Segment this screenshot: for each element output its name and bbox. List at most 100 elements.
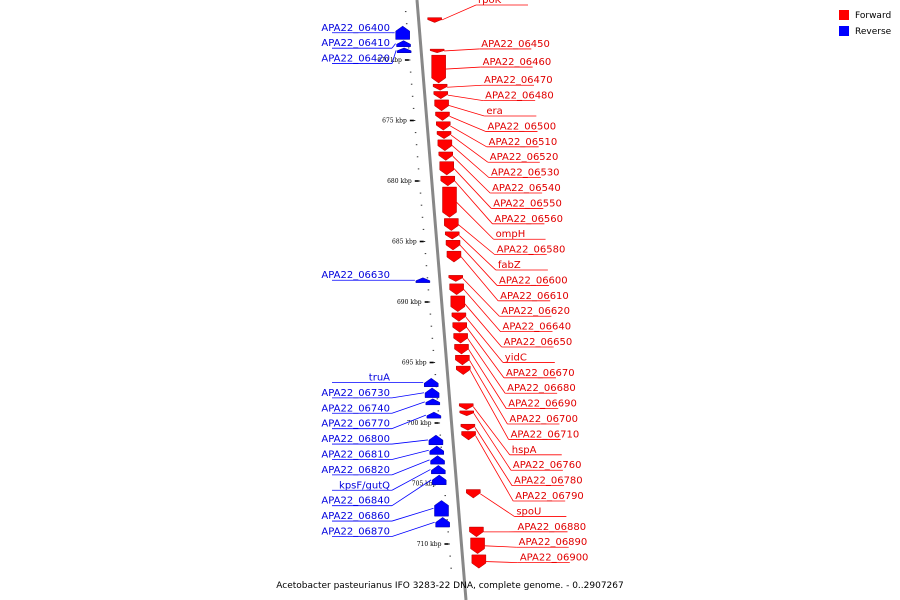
reverse-gene-label[interactable]: APA22_06860 [321, 511, 390, 522]
reverse-gene[interactable] [424, 387, 440, 398]
reverse-gene[interactable] [395, 25, 410, 40]
reverse-gene[interactable] [431, 474, 447, 485]
reverse-gene-label[interactable]: APA22_06420 [321, 54, 390, 65]
forward-gene-label[interactable]: APA22_06680 [507, 383, 576, 394]
reverse-gene[interactable] [430, 455, 445, 465]
forward-gene[interactable] [442, 186, 457, 218]
reverse-gene-label[interactable]: kpsF/gutQ [339, 480, 390, 491]
forward-gene-label[interactable]: ompH [496, 229, 526, 240]
forward-gene[interactable] [440, 175, 456, 187]
forward-gene[interactable] [451, 312, 467, 322]
forward-gene-label[interactable]: APA22_06530 [491, 168, 560, 179]
forward-gene[interactable] [469, 526, 484, 538]
forward-gene[interactable] [433, 91, 449, 100]
forward-gene-label[interactable]: APA22_06690 [508, 399, 577, 410]
forward-gene[interactable] [459, 410, 475, 417]
reverse-gene-label[interactable]: APA22_06800 [321, 434, 390, 445]
forward-gene[interactable] [452, 322, 467, 333]
forward-gene[interactable] [437, 139, 453, 152]
forward-gene-label[interactable]: APA22_06640 [502, 322, 571, 333]
reverse-gene-label[interactable]: APA22_06740 [321, 403, 390, 414]
forward-gene-label[interactable]: APA22_06610 [500, 291, 569, 302]
forward-gene[interactable] [448, 275, 463, 282]
forward-gene-label[interactable]: APA22_06670 [506, 368, 575, 379]
forward-gene-label[interactable]: era [486, 106, 502, 117]
forward-gene-label[interactable]: APA22_06450 [481, 39, 550, 50]
forward-gene[interactable] [431, 54, 446, 84]
reverse-gene-label[interactable]: APA22_06400 [321, 23, 390, 34]
forward-gene-label[interactable]: APA22_06480 [485, 91, 554, 102]
reverse-gene-label[interactable]: APA22_06410 [321, 38, 390, 49]
forward-gene[interactable] [435, 111, 450, 121]
forward-gene[interactable] [427, 17, 442, 23]
forward-gene-label[interactable]: APA22_06560 [494, 214, 563, 225]
forward-gene[interactable] [434, 99, 449, 112]
forward-gene[interactable] [429, 48, 445, 54]
forward-gene-label[interactable]: APA22_06790 [515, 491, 584, 502]
forward-gene[interactable] [466, 489, 481, 499]
forward-gene-label[interactable]: APA22_06700 [509, 414, 578, 425]
forward-gene-label[interactable]: APA22_06550 [493, 198, 562, 209]
forward-gene-label[interactable]: APA22_06500 [487, 121, 556, 132]
reverse-gene-label[interactable]: APA22_06770 [321, 419, 390, 430]
forward-gene-label[interactable]: APA22_06650 [504, 337, 573, 348]
forward-gene[interactable] [445, 240, 461, 251]
reverse-gene[interactable] [435, 517, 450, 528]
forward-gene-label[interactable]: APA22_06900 [520, 553, 589, 564]
reverse-gene-label[interactable]: APA22_06730 [321, 388, 390, 399]
reverse-gene-label[interactable]: APA22_06870 [321, 526, 390, 537]
forward-gene[interactable] [458, 403, 474, 410]
forward-gene[interactable] [455, 354, 470, 366]
forward-gene[interactable] [444, 231, 460, 240]
reverse-gene[interactable] [425, 398, 441, 406]
forward-gene[interactable] [444, 218, 459, 231]
forward-gene-label[interactable]: fabZ [498, 260, 521, 271]
forward-gene-label[interactable]: APA22_06520 [490, 152, 559, 163]
forward-gene-label[interactable]: rpoK [478, 0, 502, 6]
reverse-gene[interactable] [431, 465, 446, 475]
forward-gene-label[interactable]: APA22_06580 [497, 245, 566, 256]
reverse-gene-label[interactable]: truA [369, 372, 390, 383]
forward-gene[interactable] [436, 121, 451, 131]
forward-gene[interactable] [450, 295, 466, 312]
forward-gene-label[interactable]: spoU [516, 506, 541, 517]
forward-gene[interactable] [471, 554, 487, 569]
reverse-gene-label[interactable]: APA22_06810 [321, 449, 390, 460]
forward-gene[interactable] [439, 161, 454, 176]
forward-gene[interactable] [432, 83, 448, 91]
reverse-gene-label[interactable]: APA22_06820 [321, 465, 390, 476]
forward-gene-label[interactable]: APA22_06880 [518, 522, 587, 533]
reverse-gene[interactable] [426, 411, 442, 419]
forward-gene-label[interactable]: yidC [505, 352, 527, 363]
forward-gene-label[interactable]: APA22_06540 [492, 183, 561, 194]
reverse-gene[interactable] [434, 500, 449, 517]
forward-gene-label[interactable]: APA22_06460 [483, 57, 552, 68]
forward-gene[interactable] [455, 365, 471, 375]
reverse-gene[interactable] [396, 47, 412, 53]
forward-gene[interactable] [453, 333, 468, 344]
forward-gene-label[interactable]: APA22_06890 [519, 537, 588, 548]
forward-gene[interactable] [454, 344, 469, 355]
forward-gene-label[interactable]: APA22_06620 [501, 306, 570, 317]
forward-gene[interactable] [449, 283, 464, 296]
reverse-gene[interactable] [428, 434, 444, 446]
reverse-gene[interactable] [423, 377, 439, 387]
forward-gene-label[interactable]: APA22_06600 [499, 275, 568, 286]
forward-gene-label[interactable]: APA22_06760 [513, 460, 582, 471]
reverse-gene[interactable] [415, 277, 431, 283]
forward-gene[interactable] [436, 131, 452, 139]
reverse-gene[interactable] [396, 40, 411, 47]
forward-gene[interactable] [461, 431, 476, 441]
reverse-gene-label[interactable]: APA22_06630 [321, 270, 390, 281]
forward-gene-label[interactable]: hspA [512, 445, 537, 456]
forward-gene-label[interactable]: APA22_06710 [511, 429, 580, 440]
forward-gene-label[interactable]: APA22_06470 [484, 75, 553, 86]
forward-gene[interactable] [460, 423, 476, 431]
reverse-gene[interactable] [429, 445, 445, 455]
forward-gene[interactable] [446, 250, 462, 263]
forward-gene-label[interactable]: APA22_06510 [489, 137, 558, 148]
forward-gene[interactable] [438, 151, 454, 161]
reverse-gene-label[interactable]: APA22_06840 [321, 496, 390, 507]
forward-gene[interactable] [470, 537, 485, 554]
forward-gene-label[interactable]: APA22_06780 [514, 476, 583, 487]
